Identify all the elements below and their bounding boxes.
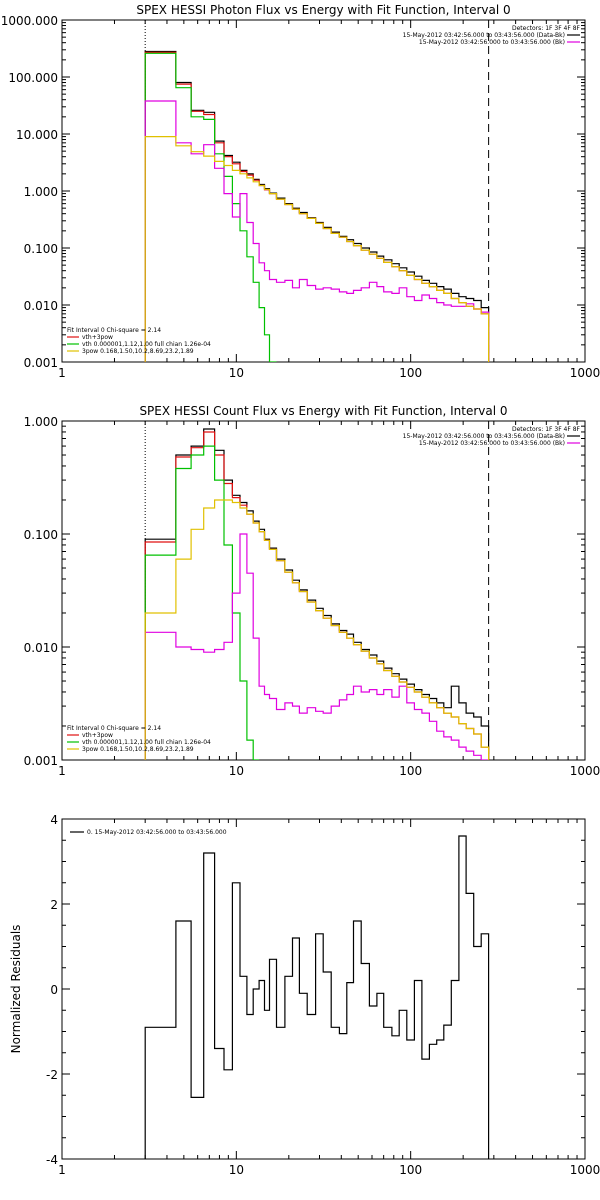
- panel-0-x-tick-label: 1000: [570, 366, 600, 380]
- panel-1-legend-top-1: 15-May-2012 03:42:56.000 to 03:43:56.000…: [419, 440, 565, 447]
- panel-2-x-tick-label: 1: [58, 1163, 66, 1177]
- panel-2-y-tick-label: 2: [50, 898, 58, 912]
- panel-1-series-4: [144, 499, 490, 760]
- panel-0-series-0: [144, 50, 490, 362]
- panel-2-x-tick-label: 10: [229, 1163, 244, 1177]
- panel-0-fit-text: Fit Interval 0 Chi-square = 2.14: [67, 327, 161, 334]
- panel-1-title: SPEX HESSI Count Flux vs Energy with Fit…: [139, 404, 507, 418]
- panel-0-x-tick-label: 10: [229, 366, 244, 380]
- panel-0-legend-bottom-2: 3pow 0.168,1.50,10.2,8.69,23.2,1.89: [82, 348, 194, 355]
- panel-0-legend-bottom-0: vth+3pow: [82, 334, 113, 341]
- panel-2-y-tick-label: -4: [46, 1153, 58, 1167]
- panel-1-series-0: [144, 428, 490, 760]
- panel-1-legend-bottom-0: vth+3pow: [82, 732, 113, 739]
- panel-0-title: SPEX HESSI Photon Flux vs Energy with Fi…: [136, 3, 510, 17]
- panel-1-y-tick-label: 1.000: [24, 415, 58, 429]
- panel-2-y-label: Normalized Residuals: [9, 925, 23, 1054]
- panel-1-legend-bottom-1: vth 0.000001,1.12,1.00 full chian 1.26e-…: [82, 739, 211, 746]
- panel-1-y-tick-label: 0.001: [24, 754, 58, 768]
- panel-0-y-tick-label: 1.000: [24, 185, 58, 199]
- panel-0-x-tick-label: 1: [58, 366, 66, 380]
- panel-2-x-tick-label: 100: [399, 1163, 422, 1177]
- panel-2-series-0: [144, 835, 490, 1159]
- panel-2-x-tick-label: 1000: [570, 1163, 600, 1177]
- panel-1-x-tick-label: 100: [399, 764, 422, 778]
- panel-1-y-tick-label: 0.010: [24, 641, 58, 655]
- panel-1-series-2: [144, 445, 260, 760]
- panel-0-legend-top-0: 15-May-2012 03:42:56.000 to 03:43:56.000…: [403, 32, 565, 39]
- panel-0-y-tick-label: 1000.000: [1, 14, 58, 28]
- panel-0-y-tick-label: 0.001: [24, 356, 58, 370]
- panel-1-series-3: [144, 533, 489, 760]
- panel-1-x-tick-label: 10: [229, 764, 244, 778]
- panel-2-legend-0: 0. 15-May-2012 03:42:56.000 to 03:43:56.…: [87, 829, 227, 836]
- panel-2-y-tick-label: 4: [50, 813, 58, 827]
- panel-1-fit-text: Fit Interval 0 Chi-square = 2.14: [67, 725, 161, 732]
- panel-1-detectors-label: Detectors: 1F 3F 4F 8F: [512, 426, 581, 433]
- panel-0-series-1: [144, 51, 490, 362]
- panel-0-y-tick-label: 0.100: [24, 242, 58, 256]
- panel-1-x-tick-label: 1000: [570, 764, 600, 778]
- panel-0-legend-bottom-1: vth 0.000001,1.12,1.00 full chian 1.26e-…: [82, 341, 211, 348]
- panel-0-series-2: [144, 52, 277, 362]
- panel-0-y-tick-label: 10.000: [16, 128, 58, 142]
- panel-0-y-tick-label: 100.000: [8, 71, 58, 85]
- panel-0-axes-box: [61, 19, 586, 363]
- panel-0-detectors-label: Detectors: 1F 3F 4F 8F: [512, 25, 581, 32]
- panel-0-legend-top-1: 15-May-2012 03:42:56.000 to 03:43:56.000…: [419, 39, 565, 46]
- panel-0-series-3: [144, 100, 490, 362]
- panel-2-y-tick-label: -2: [46, 1068, 58, 1082]
- panel-2-axes-box: [61, 818, 586, 1160]
- panel-1-axes-box: [61, 420, 586, 761]
- panel-2-y-tick-label: 0: [50, 983, 58, 997]
- panel-0-x-tick-label: 100: [399, 366, 422, 380]
- panel-1-legend-bottom-2: 3pow 0.168,1.50,10.2,8.69,23.2,1.89: [82, 746, 194, 753]
- panel-1-x-tick-label: 1: [58, 764, 66, 778]
- panel-0-y-tick-label: 0.010: [24, 299, 58, 313]
- panel-0-series-4: [144, 136, 490, 362]
- panel-1-y-tick-label: 0.100: [24, 528, 58, 542]
- panel-1-legend-top-0: 15-May-2012 03:42:56.000 to 03:43:56.000…: [403, 433, 565, 440]
